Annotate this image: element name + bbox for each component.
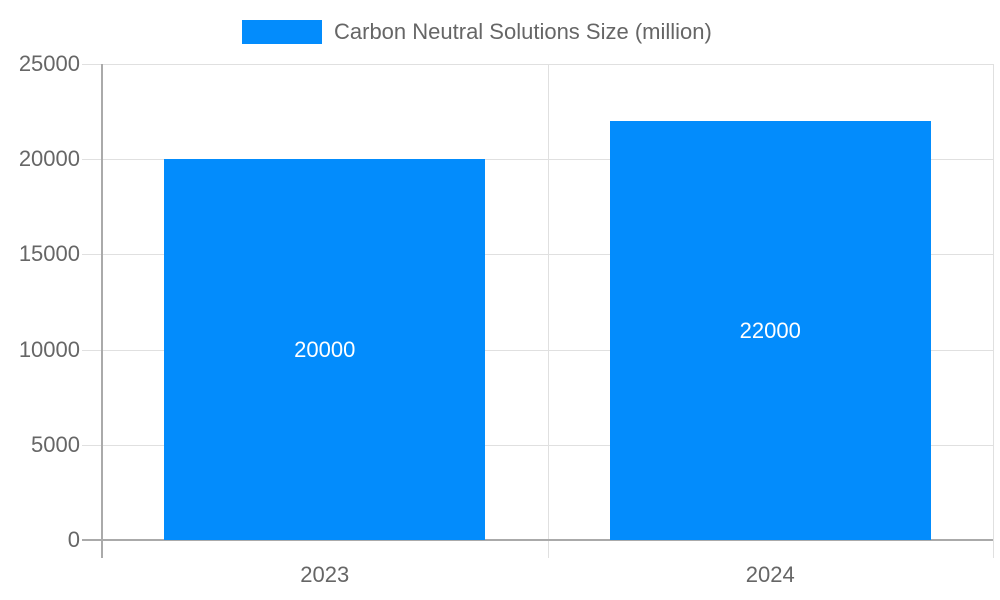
y-gridline: [82, 64, 993, 65]
y-tick-label: 20000: [18, 146, 80, 171]
x-tick-label: 2024: [745, 562, 795, 587]
bar-2024[interactable]: [609, 121, 931, 540]
y-axis-line: [101, 64, 103, 558]
x-axis-line: [82, 539, 993, 541]
y-tick-label: 15000: [18, 241, 80, 266]
bar-value-label: 20000: [294, 336, 356, 362]
chart-legend[interactable]: Carbon Neutral Solutions Size (million): [242, 18, 712, 46]
bar-value-label: 22000: [739, 317, 801, 343]
x-gridline: [993, 64, 994, 558]
y-gridline: [82, 445, 993, 446]
y-tick-label: 10000: [18, 337, 80, 362]
y-gridline: [82, 350, 993, 351]
x-gridline: [548, 64, 549, 558]
y-tick-label: 5000: [31, 432, 80, 457]
y-gridline: [82, 254, 993, 255]
x-tick-label: 2023: [300, 562, 350, 587]
legend-label: Carbon Neutral Solutions Size (million): [334, 19, 712, 44]
bar-2023[interactable]: [164, 159, 486, 540]
legend-swatch: [242, 20, 322, 44]
y-tick-label: 0: [67, 527, 80, 552]
y-gridline: [82, 159, 993, 160]
y-tick-label: 25000: [18, 51, 80, 76]
